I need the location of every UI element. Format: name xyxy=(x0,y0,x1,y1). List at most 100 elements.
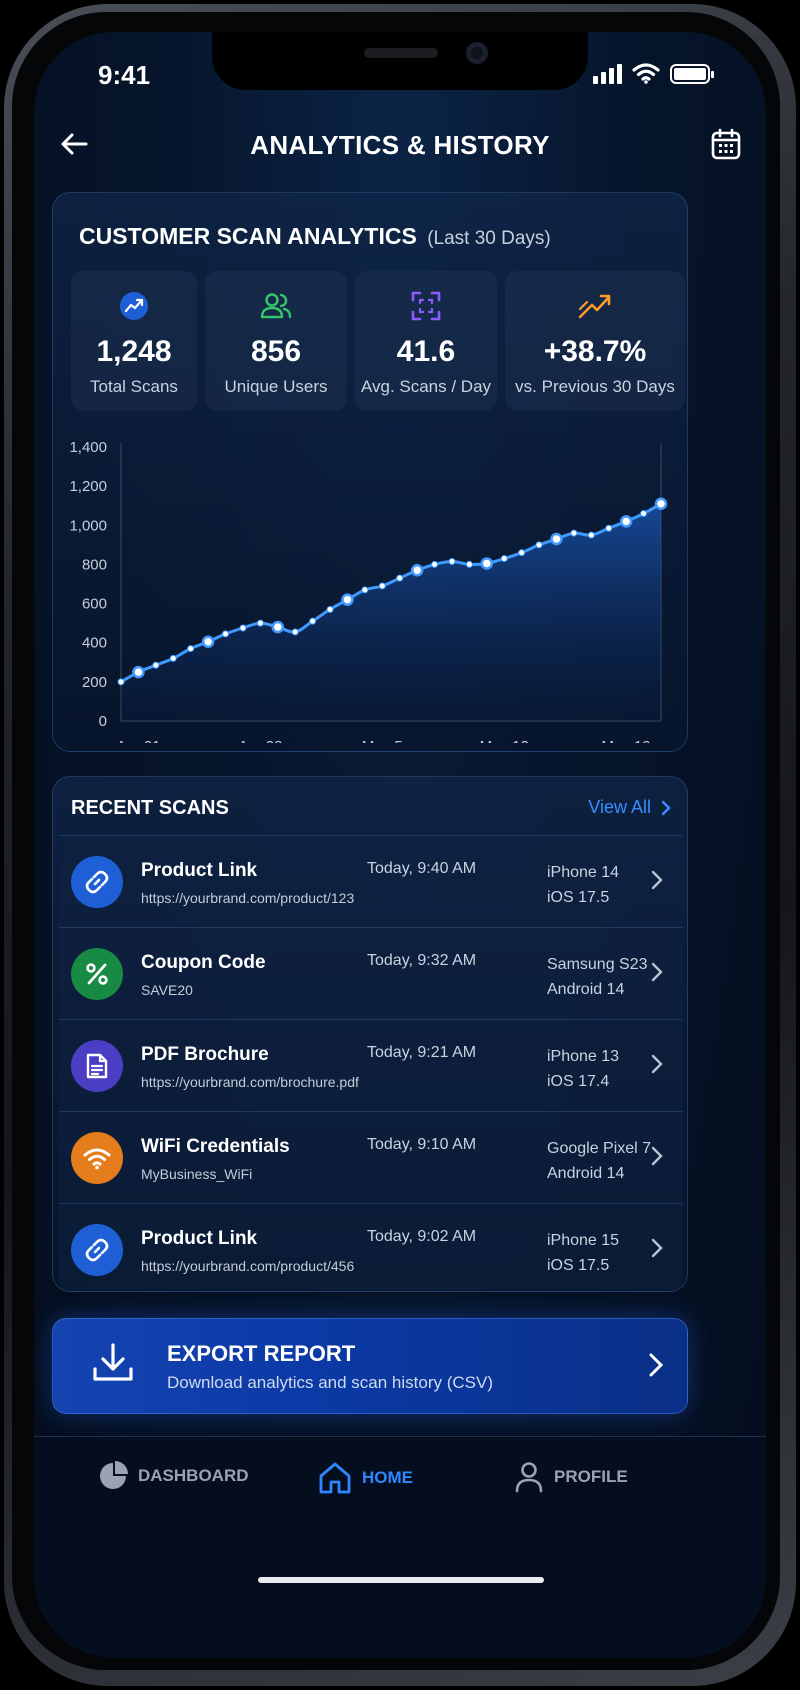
data-point xyxy=(326,605,334,613)
phone-screen: 9:41 ANALYTICS & HISTORY xyxy=(34,32,766,1658)
scan-detail: https://yourbrand.com/product/123 xyxy=(141,890,355,906)
back-button[interactable] xyxy=(54,124,94,164)
x-tick-label: Apr 28 xyxy=(238,738,282,743)
front-camera xyxy=(466,42,488,64)
scan-row[interactable]: Product Link https://yourbrand.com/produ… xyxy=(59,1203,683,1291)
scan-device: iPhone 14 iOS 17.5 xyxy=(547,860,619,910)
data-point xyxy=(378,582,386,590)
speaker xyxy=(364,48,438,58)
scan-chart: 0 200 400 600 800 1,000 1,200 1,400 Apr 21 Apr 28… xyxy=(53,433,689,743)
data-point xyxy=(201,635,215,648)
scan-row[interactable]: WiFi Credentials MyBusiness_WiFi Today, … xyxy=(59,1111,683,1203)
scan-device: Google Pixel 7 Android 14 xyxy=(547,1136,651,1186)
data-point xyxy=(361,586,369,594)
scan-time: Today, 9:40 AM xyxy=(367,860,477,877)
scan-list: Product Link https://yourbrand.com/produ… xyxy=(59,835,683,1291)
data-point xyxy=(465,560,473,568)
x-tick-label: May 19 xyxy=(602,738,651,743)
data-point xyxy=(480,557,494,570)
data-point xyxy=(239,624,247,632)
tab-dashboard[interactable]: DASHBOARD xyxy=(98,1461,249,1491)
y-tick-label: 200 xyxy=(82,674,107,691)
chevron-right-icon xyxy=(661,800,671,815)
data-point xyxy=(431,560,439,568)
device-os: Android 14 xyxy=(547,981,625,998)
data-point xyxy=(654,497,668,511)
link-icon xyxy=(85,870,109,894)
data-point xyxy=(222,630,230,638)
status-icons xyxy=(593,62,714,84)
data-point xyxy=(341,593,354,606)
scan-type-badge xyxy=(71,1132,123,1184)
y-tick-label: 600 xyxy=(82,596,107,613)
data-point xyxy=(396,574,404,582)
data-point xyxy=(605,524,613,532)
data-point xyxy=(169,654,177,662)
scan-time: Today, 9:32 AM xyxy=(367,952,477,969)
data-point xyxy=(619,515,633,528)
scan-name: Coupon Code xyxy=(141,952,266,973)
export-report-button[interactable]: EXPORT REPORT Download analytics and sca… xyxy=(52,1318,688,1414)
scan-detail: https://yourbrand.com/brochure.pdf xyxy=(141,1074,359,1090)
scan-frame-icon xyxy=(411,291,441,321)
data-point xyxy=(187,645,195,653)
y-tick-label: 0 xyxy=(99,713,107,730)
export-title: EXPORT REPORT xyxy=(167,1341,356,1366)
data-point xyxy=(291,628,299,636)
tab-profile[interactable]: PROFILE xyxy=(514,1461,628,1493)
scan-row[interactable]: PDF Brochure https://yourbrand.com/broch… xyxy=(59,1019,683,1111)
analytics-period: (Last 30 Days) xyxy=(427,228,551,249)
calendar-icon xyxy=(711,128,741,160)
data-point xyxy=(518,549,526,557)
device-model: iPhone 13 xyxy=(547,1048,620,1065)
y-tick-label: 1,400 xyxy=(69,439,107,456)
view-all-label: View All xyxy=(588,797,651,817)
arrow-left-icon xyxy=(61,133,88,155)
growth-arrow-icon xyxy=(578,294,611,319)
tab-home[interactable]: HOME xyxy=(318,1461,413,1495)
data-point xyxy=(640,510,648,518)
trend-up-icon xyxy=(120,292,148,320)
tab-label: HOME xyxy=(362,1468,413,1487)
scan-name: WiFi Credentials xyxy=(141,1136,290,1157)
y-tick-label: 400 xyxy=(82,635,107,652)
x-tick-label: May 12 xyxy=(480,738,529,743)
x-tick-label: May 5 xyxy=(362,738,403,743)
y-tick-label: 1,000 xyxy=(69,517,107,534)
chevron-right-icon xyxy=(651,962,663,982)
scan-type-badge xyxy=(71,948,123,1000)
scan-name: Product Link xyxy=(141,860,258,881)
device-os: iOS 17.4 xyxy=(547,1073,610,1090)
pie-chart-icon xyxy=(100,1461,128,1489)
notch xyxy=(212,32,588,90)
stat-label: Unique Users xyxy=(224,377,328,396)
view-all-link[interactable]: View All xyxy=(588,797,671,818)
data-point xyxy=(500,555,508,563)
chevron-right-icon xyxy=(651,1054,663,1074)
page-title: ANALYTICS & HISTORY xyxy=(250,130,550,160)
data-point xyxy=(152,661,160,669)
analytics-card: CUSTOMER SCAN ANALYTICS (Last 30 Days) 1… xyxy=(52,192,688,752)
home-icon xyxy=(319,1462,351,1494)
stat-unique-users: 856 Unique Users xyxy=(205,271,347,411)
tab-label: PROFILE xyxy=(554,1467,628,1486)
scan-row[interactable]: Coupon Code SAVE20 Today, 9:32 AM Samsun… xyxy=(59,927,683,1019)
scan-time: Today, 9:10 AM xyxy=(367,1136,477,1153)
device-os: iOS 17.5 xyxy=(547,1257,610,1274)
stat-label: Avg. Scans / Day xyxy=(360,377,492,396)
wifi-icon xyxy=(83,1148,111,1170)
device-model: iPhone 15 xyxy=(547,1232,620,1249)
profile-icon xyxy=(515,1462,543,1493)
battery-icon xyxy=(670,64,714,84)
data-point xyxy=(535,541,543,549)
calendar-button[interactable] xyxy=(706,124,746,164)
stat-value: +38.7% xyxy=(543,335,647,368)
document-icon xyxy=(86,1053,108,1079)
scan-name: Product Link xyxy=(141,1228,258,1249)
data-point xyxy=(132,665,145,679)
stat-growth: +38.7% vs. Previous 30 Days xyxy=(505,271,685,411)
recent-scans-card: RECENT SCANS View All Product Link https… xyxy=(52,776,688,1292)
recent-scans-title: RECENT SCANS xyxy=(71,797,229,819)
scan-row[interactable]: Product Link https://yourbrand.com/produ… xyxy=(59,835,683,927)
scan-device: iPhone 13 iOS 17.4 xyxy=(547,1044,619,1094)
